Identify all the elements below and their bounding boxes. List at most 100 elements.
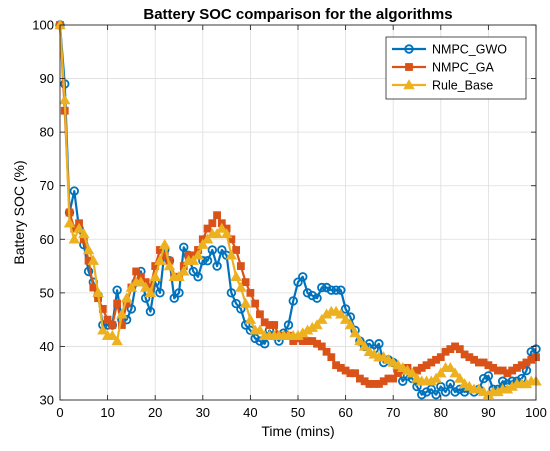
data-point-rule-base bbox=[354, 335, 366, 346]
data-point-nmpc-ga bbox=[132, 267, 141, 276]
data-point-nmpc-gwo bbox=[283, 320, 294, 330]
data-point-rule-base bbox=[230, 270, 242, 281]
data-point-nmpc-gwo bbox=[155, 288, 165, 298]
data-point-rule-base bbox=[135, 276, 147, 287]
data-point-nmpc-gwo bbox=[83, 266, 94, 277]
y-tick-label: 30 bbox=[40, 393, 54, 408]
x-tick-label: 50 bbox=[291, 405, 305, 420]
data-point-nmpc-gwo bbox=[445, 379, 456, 389]
data-point-nmpc-gwo bbox=[217, 245, 227, 255]
data-point-nmpc-gwo bbox=[526, 347, 536, 357]
data-point-nmpc-gwo bbox=[193, 272, 203, 282]
data-point-nmpc-ga bbox=[322, 347, 331, 356]
data-point-nmpc-gwo bbox=[321, 282, 332, 293]
data-point-nmpc-ga bbox=[113, 299, 122, 308]
x-tick-label: 80 bbox=[434, 405, 448, 420]
data-point-nmpc-gwo bbox=[302, 288, 313, 298]
y-tick-label: 40 bbox=[40, 339, 54, 354]
data-point-nmpc-gwo bbox=[207, 245, 218, 255]
data-point-nmpc-gwo bbox=[307, 290, 317, 301]
x-tick-label: 90 bbox=[481, 405, 495, 420]
data-point-rule-base bbox=[87, 254, 100, 265]
data-point-rule-base bbox=[173, 270, 185, 281]
data-point-rule-base bbox=[239, 297, 252, 308]
data-point-nmpc-gwo bbox=[198, 256, 208, 266]
legend: NMPC_GWO NMPC_GA Rule_Base bbox=[385, 36, 527, 100]
data-point-rule-base bbox=[406, 367, 418, 378]
data-point-nmpc-gwo bbox=[417, 389, 427, 400]
data-point-rule-base bbox=[106, 329, 119, 340]
y-tick-label: 50 bbox=[40, 285, 54, 300]
data-point-nmpc-gwo bbox=[126, 304, 137, 314]
data-point-nmpc-gwo bbox=[250, 333, 260, 344]
data-point-nmpc-ga bbox=[436, 353, 445, 362]
data-point-nmpc-ga bbox=[203, 224, 212, 233]
data-point-nmpc-ga bbox=[236, 262, 245, 270]
data-point-rule-base bbox=[68, 233, 80, 244]
data-point-nmpc-gwo bbox=[317, 282, 327, 293]
data-point-rule-base bbox=[358, 340, 371, 351]
data-point-nmpc-gwo bbox=[288, 296, 298, 306]
axes bbox=[59, 24, 537, 401]
x-tick-label: 40 bbox=[243, 405, 257, 420]
data-point-nmpc-gwo bbox=[331, 285, 341, 295]
series-rule-base bbox=[54, 19, 542, 399]
data-point-rule-base bbox=[149, 270, 161, 281]
data-point-rule-base bbox=[187, 254, 199, 265]
x-tick-label: 0 bbox=[56, 405, 63, 420]
data-point-rule-base bbox=[201, 233, 214, 244]
series-nmpc-ga bbox=[56, 21, 540, 388]
x-tick-label: 10 bbox=[100, 405, 114, 420]
x-tick-label: 30 bbox=[196, 405, 210, 420]
data-point-rule-base bbox=[211, 228, 223, 239]
data-point-rule-base bbox=[97, 324, 109, 335]
tick-labels: 0 10 20 30 40 50 60 70 80 90 100 30 40 50 60 70 80 90 100 bbox=[32, 18, 547, 421]
data-point-nmpc-ga bbox=[117, 321, 126, 329]
data-point-nmpc-ga bbox=[270, 321, 279, 329]
data-point-rule-base bbox=[82, 244, 95, 255]
data-point-nmpc-gwo bbox=[240, 320, 251, 330]
data-point-nmpc-ga bbox=[327, 353, 336, 362]
data-point-nmpc-gwo bbox=[226, 288, 237, 298]
data-point-nmpc-gwo bbox=[431, 389, 441, 400]
data-point-nmpc-ga bbox=[108, 321, 117, 329]
data-point-rule-base bbox=[120, 292, 133, 303]
data-point-rule-base bbox=[125, 281, 138, 292]
data-point-rule-base bbox=[254, 324, 266, 335]
data-point-nmpc-gwo bbox=[140, 293, 151, 303]
data-point-rule-base bbox=[220, 228, 233, 239]
data-point-nmpc-ga bbox=[351, 369, 360, 378]
data-point-rule-base bbox=[235, 281, 247, 292]
data-point-rule-base bbox=[192, 249, 204, 260]
data-point-nmpc-gwo bbox=[340, 304, 351, 314]
data-point-nmpc-gwo bbox=[478, 373, 489, 384]
data-point-nmpc-gwo bbox=[236, 304, 246, 314]
legend-label-nmpc-gwo: NMPC_GWO bbox=[432, 43, 507, 57]
data-point-rule-base bbox=[430, 372, 442, 383]
data-point-rule-base bbox=[63, 217, 76, 228]
data-point-nmpc-gwo bbox=[326, 285, 337, 295]
data-point-nmpc-ga bbox=[103, 315, 112, 324]
data-point-nmpc-gwo bbox=[145, 306, 156, 317]
data-point-nmpc-ga bbox=[241, 278, 250, 287]
data-point-nmpc-gwo bbox=[436, 381, 446, 392]
data-point-nmpc-gwo bbox=[521, 365, 532, 376]
data-point-rule-base bbox=[225, 249, 238, 260]
data-point-nmpc-ga bbox=[208, 219, 217, 228]
data-point-rule-base bbox=[144, 287, 157, 298]
data-point-nmpc-gwo bbox=[426, 384, 436, 394]
series-group bbox=[54, 19, 542, 400]
data-point-rule-base bbox=[454, 372, 466, 383]
data-point-rule-base bbox=[197, 238, 209, 249]
data-point-nmpc-ga bbox=[455, 345, 464, 354]
data-point-rule-base bbox=[111, 335, 123, 346]
x-tick-label: 60 bbox=[338, 405, 352, 420]
y-tick-label: 80 bbox=[40, 125, 54, 140]
data-point-nmpc-gwo bbox=[336, 285, 346, 295]
data-point-nmpc-gwo bbox=[69, 186, 79, 196]
data-point-rule-base bbox=[78, 228, 90, 239]
data-point-nmpc-gwo bbox=[374, 339, 384, 349]
data-point-nmpc-gwo bbox=[293, 277, 303, 287]
legend-label-rule-base: Rule_Base bbox=[432, 79, 493, 93]
